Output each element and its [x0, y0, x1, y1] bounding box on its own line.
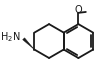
Text: H$_2$N: H$_2$N: [0, 30, 20, 44]
Polygon shape: [23, 38, 34, 50]
Text: O: O: [74, 5, 82, 15]
